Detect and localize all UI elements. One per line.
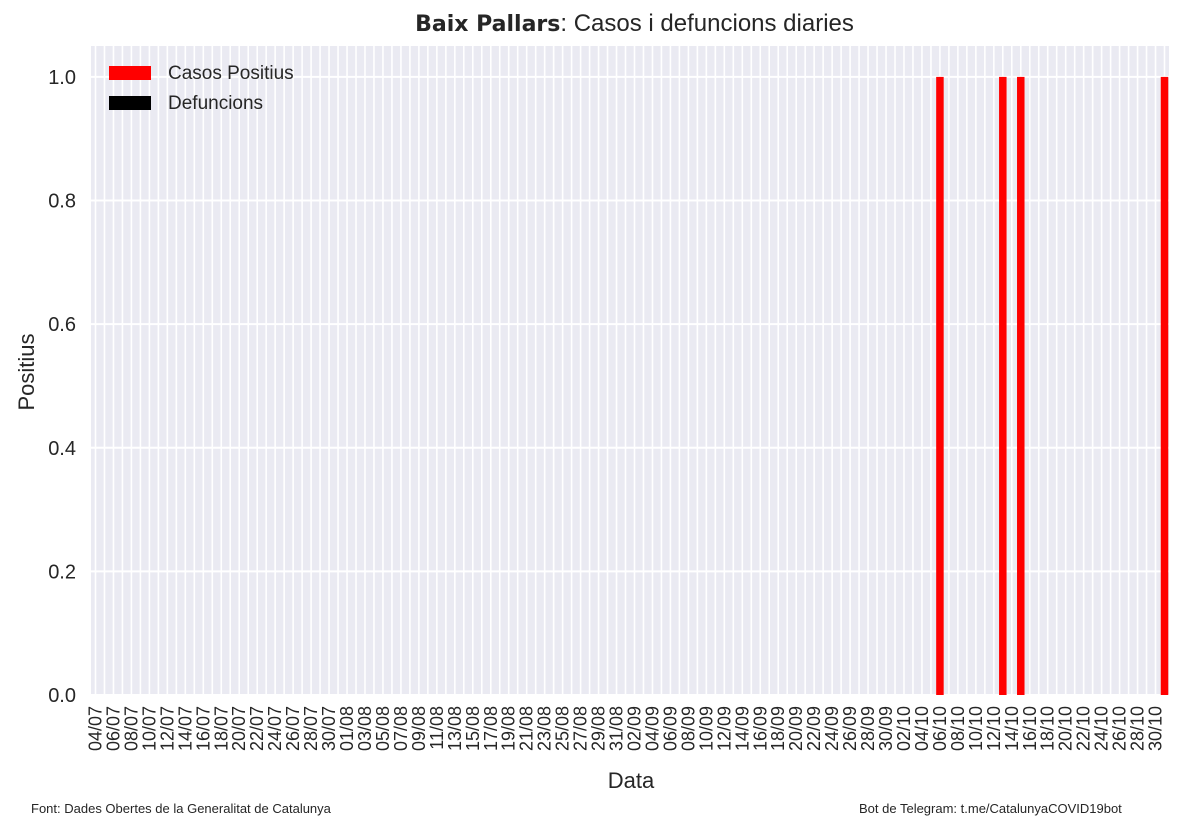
footer-bot: Bot de Telegram: t.me/CatalunyaCOVID19bo… [859, 801, 1122, 816]
x-tick-label: 03/08 [355, 706, 375, 751]
x-tick-label: 24/10 [1092, 706, 1112, 751]
x-tick-label: 22/07 [247, 706, 267, 751]
x-axis-label: Data [608, 768, 655, 793]
x-axis: 04/0706/0708/0710/0712/0714/0716/0718/07… [85, 706, 1165, 751]
x-tick-label: 13/08 [445, 706, 465, 751]
x-tick-label: 10/07 [139, 706, 159, 751]
x-tick-label: 30/09 [876, 706, 896, 751]
x-tick-label: 30/10 [1146, 706, 1166, 751]
bar [1017, 76, 1025, 695]
x-tick-label: 04/10 [912, 706, 932, 751]
x-tick-label: 22/09 [804, 706, 824, 751]
x-tick-label: 19/08 [499, 706, 519, 751]
y-tick-label: 1.0 [48, 67, 76, 89]
x-tick-label: 20/10 [1056, 706, 1076, 751]
x-tick-label: 17/08 [481, 706, 501, 751]
legend-swatch [109, 96, 151, 110]
y-tick-label: 0.2 [48, 561, 76, 583]
x-tick-label: 21/08 [517, 706, 537, 751]
footer-source: Font: Dades Obertes de la Generalitat de… [31, 801, 331, 816]
x-tick-label: 23/08 [535, 706, 555, 751]
x-tick-label: 22/10 [1074, 706, 1094, 751]
x-tick-label: 09/08 [409, 706, 429, 751]
legend-label: Casos Positius [168, 63, 294, 84]
legend-swatch [109, 66, 151, 80]
grid [91, 46, 1169, 696]
bar [1160, 76, 1169, 695]
y-tick-label: 0.0 [48, 685, 76, 707]
bar [999, 76, 1007, 695]
legend: Casos Positius Defuncions [109, 63, 294, 114]
x-tick-label: 14/10 [1002, 706, 1022, 751]
chart-title: Baix Pallars: Casos i defuncions diaries [0, 10, 1187, 38]
x-tick-label: 12/07 [157, 706, 177, 751]
x-tick-label: 29/08 [589, 706, 609, 751]
y-axis: 0.0 0.2 0.4 0.6 0.8 1.0 [48, 67, 76, 707]
x-tick-label: 18/09 [768, 706, 788, 751]
y-axis-label: Positius [14, 333, 39, 410]
x-tick-label: 10/09 [696, 706, 716, 751]
x-tick-label: 11/08 [427, 706, 447, 750]
x-tick-label: 02/09 [624, 706, 644, 751]
x-tick-label: 16/10 [1020, 706, 1040, 751]
x-tick-label: 20/09 [786, 706, 806, 751]
x-tick-label: 12/10 [984, 706, 1004, 751]
x-tick-label: 04/07 [85, 706, 105, 751]
legend-label: Defuncions [168, 93, 263, 114]
x-tick-label: 08/10 [948, 706, 968, 751]
x-tick-label: 04/09 [642, 706, 662, 751]
bar [936, 76, 944, 695]
x-tick-label: 12/09 [714, 706, 734, 751]
y-tick-label: 0.4 [48, 438, 76, 460]
x-tick-label: 16/07 [193, 706, 213, 751]
y-tick-label: 0.8 [48, 191, 76, 213]
chart-title-rest: : Casos i defuncions diaries [560, 10, 854, 37]
x-tick-label: 20/07 [229, 706, 249, 751]
x-tick-label: 01/08 [337, 706, 357, 751]
x-tick-label: 31/08 [607, 706, 627, 751]
x-tick-label: 26/09 [840, 706, 860, 751]
x-tick-label: 26/07 [283, 706, 303, 751]
x-tick-label: 15/08 [463, 706, 483, 751]
x-tick-label: 24/09 [822, 706, 842, 751]
x-tick-label: 26/10 [1110, 706, 1130, 751]
x-tick-label: 18/07 [211, 706, 231, 751]
x-tick-label: 10/10 [966, 706, 986, 751]
x-tick-label: 06/07 [103, 706, 123, 751]
x-tick-label: 24/07 [265, 706, 285, 751]
x-tick-label: 28/10 [1128, 706, 1148, 751]
bars [936, 76, 1169, 695]
x-tick-label: 16/09 [750, 706, 770, 751]
x-tick-label: 14/09 [732, 706, 752, 751]
chart-title-region: Baix Pallars [415, 12, 561, 37]
x-tick-label: 08/09 [678, 706, 698, 751]
x-tick-label: 28/07 [301, 706, 321, 751]
x-tick-label: 06/09 [660, 706, 680, 751]
x-tick-label: 06/10 [930, 706, 950, 751]
x-tick-label: 27/08 [571, 706, 591, 751]
x-tick-label: 14/07 [175, 706, 195, 751]
x-tick-label: 05/08 [373, 706, 393, 751]
x-tick-label: 28/09 [858, 706, 878, 751]
x-tick-label: 18/10 [1038, 706, 1058, 751]
x-tick-label: 02/10 [894, 706, 914, 751]
x-tick-label: 07/08 [391, 706, 411, 751]
y-tick-label: 0.6 [48, 314, 76, 336]
plot-area [91, 46, 1169, 695]
x-tick-label: 08/07 [121, 706, 141, 751]
x-tick-label: 30/07 [319, 706, 339, 751]
x-tick-label: 25/08 [553, 706, 573, 751]
